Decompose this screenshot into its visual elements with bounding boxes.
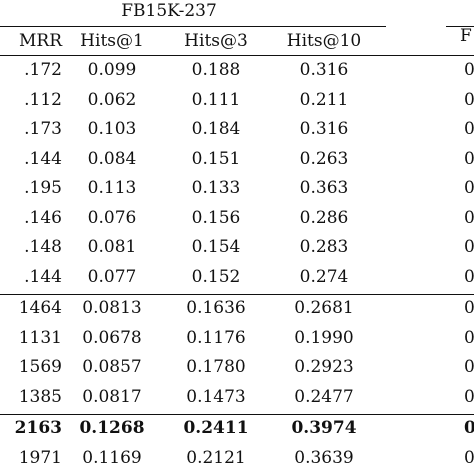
table-cell-cutoff: 0 [464,328,474,348]
group-title: FB15K-237 [121,1,217,21]
table-cell: 1464 [18,298,62,318]
table-cell: 0.1268 [79,418,145,438]
table-cell: 0.2411 [183,418,249,438]
table-cell: 0.2121 [186,448,246,468]
table-cell: 0.1473 [186,387,246,407]
table-cell: 1385 [18,387,62,407]
table-cell: 0.077 [87,267,137,287]
table-cell: 0.113 [87,178,137,198]
table-cell: 0.154 [191,237,241,257]
table-cell: .146 [24,208,62,228]
table-cell: .173 [24,119,62,139]
table-cell: 0.0678 [82,328,142,348]
table-cell: 0.084 [87,149,137,169]
section-rule [0,294,474,295]
right-group-title-fragment: F [460,26,472,46]
table-cell-cutoff: 0 [464,387,474,407]
table-cell: 0.274 [299,267,349,287]
table-cell-cutoff: 0 [464,267,474,287]
table-cell: .112 [24,90,62,110]
table-cell: 0.1990 [294,328,354,348]
table-cell: 0.316 [299,119,349,139]
table-cell: 0.151 [191,149,241,169]
section-rule-2 [0,414,474,415]
table-cell: 0.111 [191,90,241,110]
table-cell-cutoff: 0 [464,298,474,318]
table-cell: 0.062 [87,90,137,110]
table-cell: 0.283 [299,237,349,257]
table-cell: 0.3639 [294,448,354,468]
table-cell-cutoff: 0 [464,357,474,377]
right-group-underline [446,26,474,27]
table-cell: 0.0857 [82,357,142,377]
table-cell: .144 [24,267,62,287]
table-cell: 0.0817 [82,387,142,407]
table-cell: 0.152 [191,267,241,287]
group-underline [0,26,386,27]
table-cell: 1131 [18,328,62,348]
table-cell: 0.099 [87,60,137,80]
table-cell: 0.188 [191,60,241,80]
table-cell-cutoff: 0 [464,178,474,198]
table-cell-cutoff: 0 [464,237,474,257]
table-cell: 0.103 [87,119,137,139]
table-cell: 0.133 [191,178,241,198]
table-cell: 0.263 [299,149,349,169]
table-cell: .172 [24,60,62,80]
header-rule [0,55,474,56]
table-cell-cutoff: 0 [464,119,474,139]
table-cell: 0.1780 [186,357,246,377]
table-cell-cutoff: 0 [464,448,474,468]
table-cell: 0.1169 [82,448,142,468]
table-cell-cutoff: 0 [464,149,474,169]
table-cell: 0.1636 [186,298,246,318]
table-cell-cutoff: 0 [464,418,474,438]
table-cell-cutoff: 0 [464,60,474,80]
table-cell-cutoff: 0 [464,90,474,110]
table-cell: .148 [24,237,62,257]
table-cell: 0.0813 [82,298,142,318]
table-cell: 0.076 [87,208,137,228]
table-cell: 1971 [18,448,62,468]
table-cell: 1569 [18,357,62,377]
header-hits3: Hits@3 [184,31,248,51]
table-cell: 0.2681 [294,298,354,318]
header-hits10: Hits@10 [286,31,362,51]
table-cell: 0.1176 [186,328,246,348]
table-cell: 0.081 [87,237,137,257]
table-cell: .144 [24,149,62,169]
table-cell: .195 [24,178,62,198]
table-cell: 0.3974 [291,418,357,438]
table-cell: 0.184 [191,119,241,139]
table-cell: 0.286 [299,208,349,228]
table-cell: 2163 [14,418,62,438]
table-cell: 0.316 [299,60,349,80]
table-cell: 0.2477 [294,387,354,407]
header-hits1: Hits@1 [80,31,144,51]
table-cell-cutoff: 0 [464,208,474,228]
table-cell: 0.2923 [294,357,354,377]
table-cell: 0.211 [299,90,349,110]
table-cell: 0.363 [299,178,349,198]
header-mrr: MRR [18,31,62,51]
table-cell: 0.156 [191,208,241,228]
